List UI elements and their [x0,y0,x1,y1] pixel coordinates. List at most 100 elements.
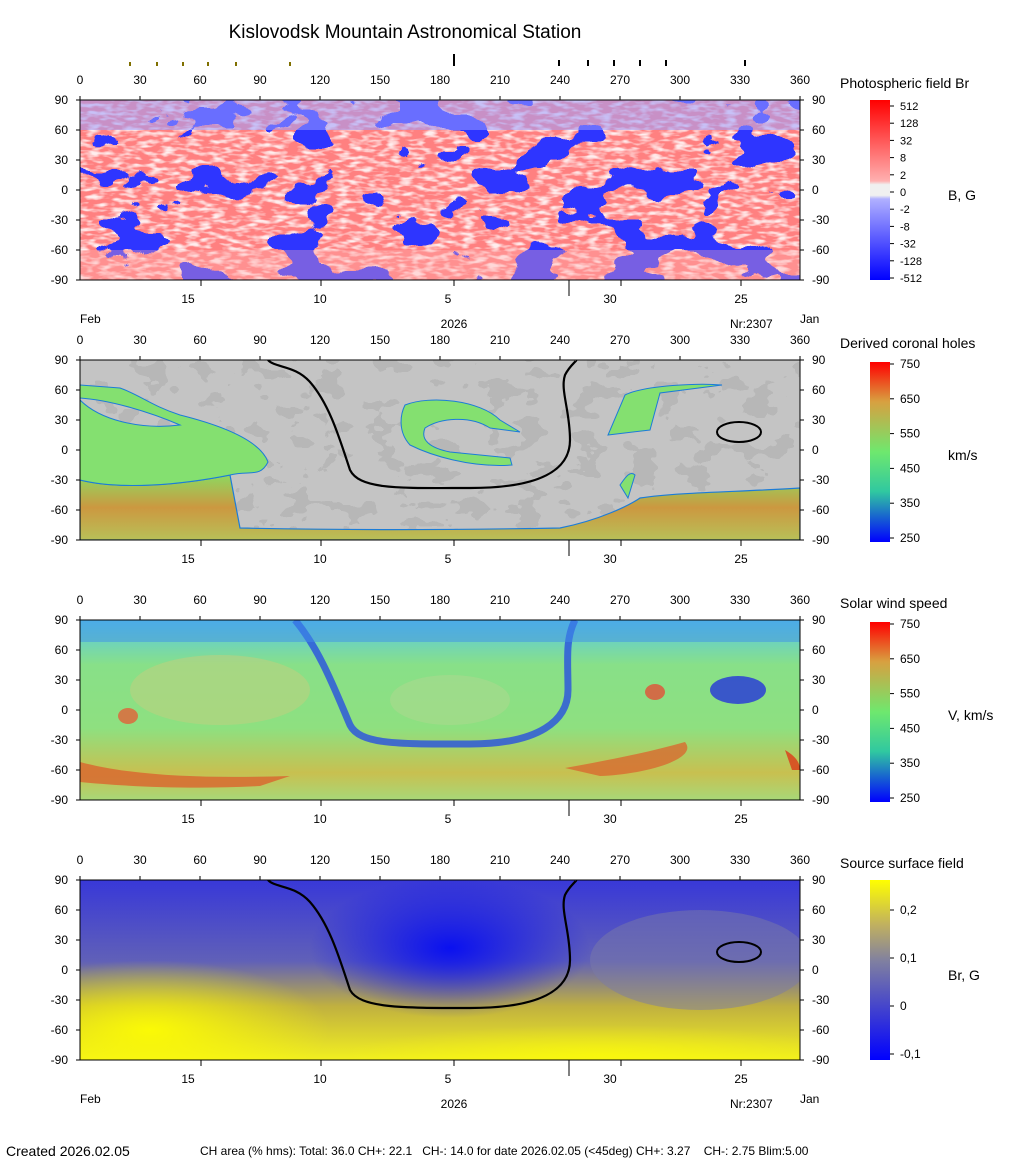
lon-tick-label: 120 [310,333,330,347]
lon-tick-label: 210 [490,853,510,867]
lat-tick-label-left: -30 [51,213,69,227]
lat-tick-label-right: -30 [812,993,830,1007]
colorbar-tick-label: 0,2 [900,903,917,917]
lat-tick-label-right: 60 [812,123,826,137]
panel-title: Solar wind speed [840,595,947,611]
lon-tick-label: 240 [550,853,570,867]
lon-tick-label: 0 [77,73,84,87]
lon-tick-label: 270 [610,853,630,867]
lat-tick-label-right: 0 [812,963,819,977]
panel-title: Photospheric field Br [840,75,970,91]
lat-tick-label-left: -60 [51,1023,69,1037]
lat-tick-label-left: 0 [61,443,68,457]
lat-tick-label-left: -30 [51,473,69,487]
lat-tick-label-left: 0 [61,703,68,717]
lon-tick-label: 330 [730,333,750,347]
colorbar-unit: Br, G [948,967,980,983]
date-tick-label: 5 [445,552,452,566]
colorbar-tick-label: 0 [900,187,906,199]
month-left-label: Feb [80,312,101,326]
colorbar-tick-label: 550 [900,687,920,701]
lon-tick-label: 60 [193,73,207,87]
month-right-label-bottom: Jan [800,1092,819,1106]
lat-tick-label-right: 60 [812,643,826,657]
colorbar-tick-label: 250 [900,531,920,545]
lon-tick-label: 180 [430,593,450,607]
colorbar-tick-label: -128 [900,256,922,268]
colorbar-unit: km/s [948,447,978,463]
lat-tick-label-right: 60 [812,903,826,917]
date-tick-label: 15 [181,812,195,826]
lon-tick-label: 120 [310,593,330,607]
colorbar-tick-label: 2 [900,170,906,182]
month-left-label-bottom: Feb [80,1092,101,1106]
lat-tick-label-right: -30 [812,473,830,487]
colorbar-tick-label: 350 [900,496,920,510]
lon-tick-label: 90 [253,853,267,867]
date-tick-label: 30 [603,552,617,566]
colorbar-coronal-holes [870,362,890,542]
date-tick-label: 15 [181,1072,195,1086]
lon-tick-label: 90 [253,73,267,87]
lon-tick-label: 180 [430,333,450,347]
solar-wind-map [80,620,800,800]
lat-tick-label-left: 30 [55,933,69,947]
panel-title: Source surface field [840,855,964,871]
lon-tick-label: 150 [370,593,390,607]
date-tick-label: 5 [445,812,452,826]
lat-tick-label-left: 90 [55,873,69,887]
lon-tick-label: 210 [490,593,510,607]
neutral-line [267,360,578,490]
lon-tick-label: 150 [370,73,390,87]
lon-tick-label: 240 [550,73,570,87]
lat-tick-label-right: -30 [812,213,830,227]
lat-tick-label-right: -90 [812,533,830,547]
date-tick-label: 25 [734,812,748,826]
lat-tick-label-left: 60 [55,383,69,397]
lat-tick-label-left: -90 [51,1053,69,1067]
lat-tick-label-left: -90 [51,533,69,547]
lon-tick-label: 330 [730,73,750,87]
lon-tick-label: 300 [670,593,690,607]
panel-solar-wind [79,619,801,801]
lon-tick-label: 330 [730,853,750,867]
date-tick-label: 5 [445,292,452,306]
lat-tick-label-right: -60 [812,1023,830,1037]
lat-tick-label-right: 90 [812,353,826,367]
lon-tick-label: 270 [610,73,630,87]
lon-tick-label: 270 [610,593,630,607]
lat-tick-label-right: 30 [812,933,826,947]
date-tick-label: 30 [603,812,617,826]
lat-tick-label-left: -90 [51,793,69,807]
lon-tick-label: 360 [790,73,810,87]
date-tick-label: 25 [734,292,748,306]
observation-tick-marks [129,54,746,66]
month-right-label: Jan [800,312,819,326]
colorbar-tick-label: 450 [900,461,920,475]
colorbar-solar-wind [870,622,890,802]
lat-tick-label-right: 0 [812,443,819,457]
lat-tick-label-right: -90 [812,1053,830,1067]
lon-tick-label: 300 [670,73,690,87]
colorbar-tick-label: -32 [900,239,916,251]
lat-tick-label-left: 60 [55,643,69,657]
date-tick-label: 25 [734,1072,748,1086]
lon-tick-label: 150 [370,853,390,867]
lat-tick-label-left: 60 [55,903,69,917]
colorbar-tick-label: 350 [900,756,920,770]
colorbar-tick-label: 450 [900,721,920,735]
source-neutral-line-loop [716,941,762,963]
colorbar-tick-label: 250 [900,791,920,805]
coronal-holes-map [80,360,800,540]
date-tick-label: 5 [445,1072,452,1086]
lon-tick-label: 360 [790,333,810,347]
lon-tick-label: 240 [550,593,570,607]
lat-tick-label-right: -60 [812,763,830,777]
date-tick-label: 10 [313,1072,327,1086]
lon-tick-label: 180 [430,853,450,867]
date-tick-label: 30 [603,1072,617,1086]
lon-tick-label: 90 [253,593,267,607]
lat-tick-label-left: 90 [55,353,69,367]
lon-tick-label: 210 [490,333,510,347]
footer-created: Created 2026.02.05 [6,1143,130,1159]
